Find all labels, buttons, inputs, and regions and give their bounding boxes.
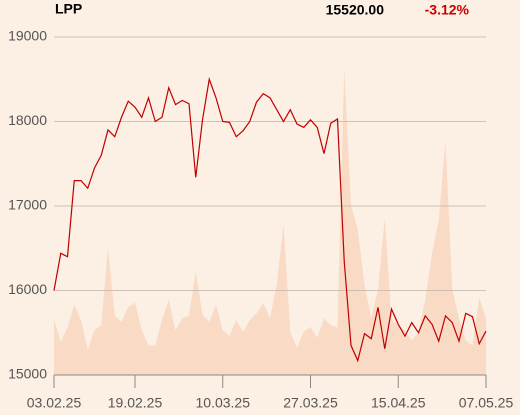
y-tick-label: 19000 bbox=[8, 28, 47, 44]
y-tick-label: 18000 bbox=[8, 112, 47, 128]
y-tick-label: 16000 bbox=[8, 281, 47, 297]
x-tick-label: 10.03.25 bbox=[196, 395, 251, 411]
x-tick-label: 07.05.25 bbox=[459, 395, 514, 411]
y-tick-label: 15000 bbox=[8, 366, 47, 382]
volume-area bbox=[54, 69, 486, 375]
change: -3.12% bbox=[425, 2, 470, 18]
ticker: LPP bbox=[55, 1, 82, 17]
x-tick-label: 03.02.25 bbox=[27, 395, 82, 411]
x-tick-label: 27.03.25 bbox=[283, 395, 338, 411]
price: 15520.00 bbox=[326, 2, 385, 18]
y-tick-label: 17000 bbox=[8, 197, 47, 213]
price-line bbox=[53, 76, 487, 363]
x-tick-label: 19.02.25 bbox=[108, 395, 163, 411]
x-tick-label: 15.04.25 bbox=[371, 395, 426, 411]
